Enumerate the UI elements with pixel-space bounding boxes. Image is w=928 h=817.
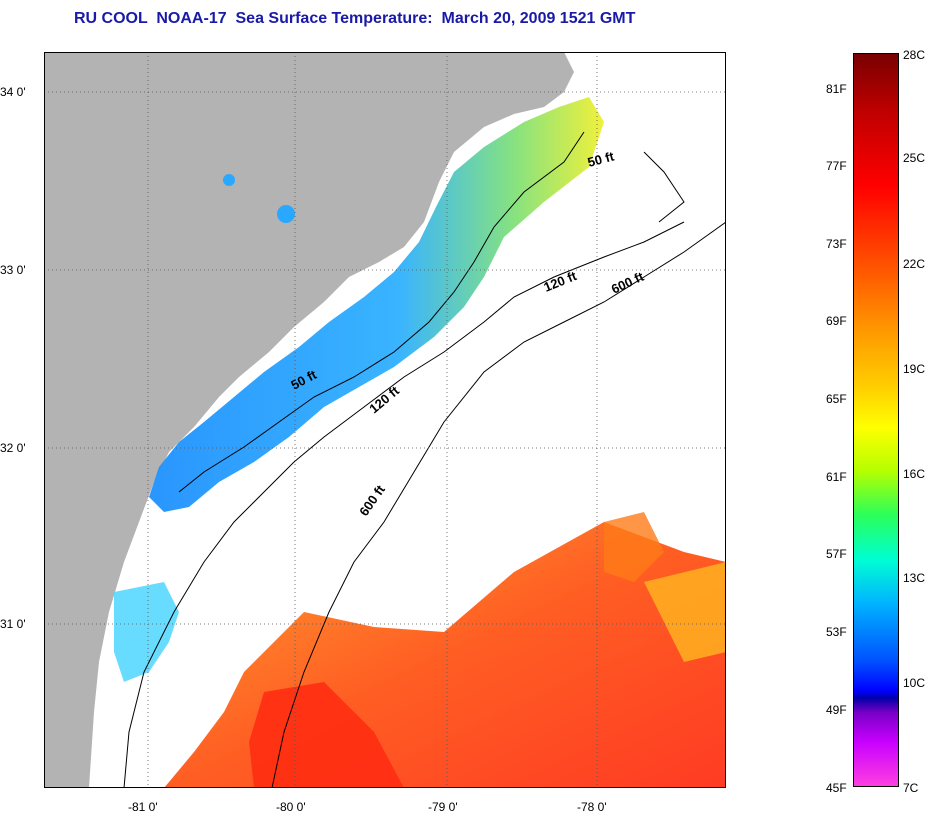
island-blob	[223, 174, 235, 186]
map-border	[44, 52, 726, 788]
map-title: RU COOL NOAA-17 Sea Surface Temperature:…	[74, 10, 636, 27]
lon-label-79: -79 0'	[428, 800, 458, 814]
nearshore-blob	[277, 205, 295, 223]
temperature-colorbar	[853, 53, 899, 787]
contour-50ft-line	[178, 131, 585, 493]
cb-f-65: 65F	[826, 392, 847, 406]
cb-f-45: 45F	[826, 781, 847, 795]
offshore-warm-patch	[604, 512, 664, 582]
cb-c-13: 13C	[903, 571, 926, 585]
cb-f-81: 81F	[826, 82, 847, 96]
cb-c-25: 25C	[903, 151, 926, 165]
contour-label-50ft-north: 50 ft	[586, 148, 616, 170]
lon-label-78: -78 0'	[577, 800, 607, 814]
contour-600ft-east	[643, 151, 685, 223]
land-mass	[44, 52, 574, 788]
cb-f-61: 61F	[826, 470, 847, 484]
cb-f-77: 77F	[826, 159, 847, 173]
cb-f-73: 73F	[826, 237, 847, 251]
lat-label-33: 33 0'	[0, 263, 26, 277]
lat-label-34: 34 0'	[0, 85, 26, 99]
lon-label-80: -80 0'	[276, 800, 306, 814]
contour-600ft-line	[271, 221, 727, 789]
lat-label-32: 32 0'	[0, 441, 26, 455]
gulf-stream-hot-core	[249, 682, 404, 788]
nearshore-cool-water	[149, 97, 604, 512]
cb-f-69: 69F	[826, 314, 847, 328]
cb-c-28: 28C	[903, 48, 926, 62]
cb-c-19: 19C	[903, 362, 926, 376]
cb-f-53: 53F	[826, 625, 847, 639]
cb-c-10: 10C	[903, 676, 926, 690]
sst-map[interactable]: 50 ft 120 ft 600 ft 50 ft 120 ft 600 ft	[44, 52, 727, 789]
offshore-orange-patch	[644, 562, 726, 662]
cb-c-22: 22C	[903, 257, 926, 271]
cb-f-49: 49F	[826, 703, 847, 717]
cb-f-57: 57F	[826, 547, 847, 561]
lon-label-81: -81 0'	[128, 800, 158, 814]
south-nearshore-water	[114, 582, 179, 682]
contour-120ft-line	[123, 221, 685, 789]
cb-c-16: 16C	[903, 467, 926, 481]
cb-c-7: 7C	[903, 781, 919, 795]
lat-label-31: 31 0'	[0, 617, 26, 631]
